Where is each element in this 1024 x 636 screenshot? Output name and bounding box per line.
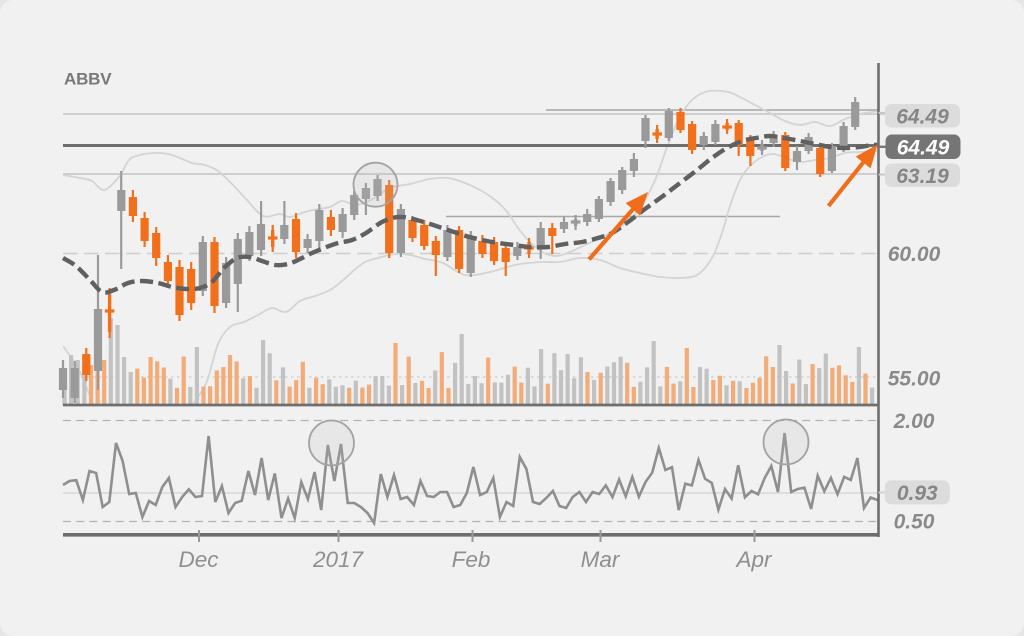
svg-text:Apr: Apr: [734, 547, 773, 572]
svg-text:55.00: 55.00: [888, 368, 941, 391]
svg-text:0.93: 0.93: [897, 482, 938, 505]
svg-text:ABBV: ABBV: [64, 70, 112, 89]
svg-text:64.49: 64.49: [897, 136, 950, 159]
svg-text:Mar: Mar: [581, 547, 621, 572]
svg-text:0.50: 0.50: [894, 511, 935, 534]
svg-text:63.19: 63.19: [896, 165, 949, 188]
svg-text:64.49: 64.49: [896, 105, 949, 128]
svg-text:60.00: 60.00: [888, 243, 941, 266]
svg-text:Feb: Feb: [452, 547, 491, 572]
svg-text:2017: 2017: [312, 547, 365, 572]
svg-text:Dec: Dec: [178, 547, 218, 572]
svg-text:2.00: 2.00: [893, 410, 935, 433]
